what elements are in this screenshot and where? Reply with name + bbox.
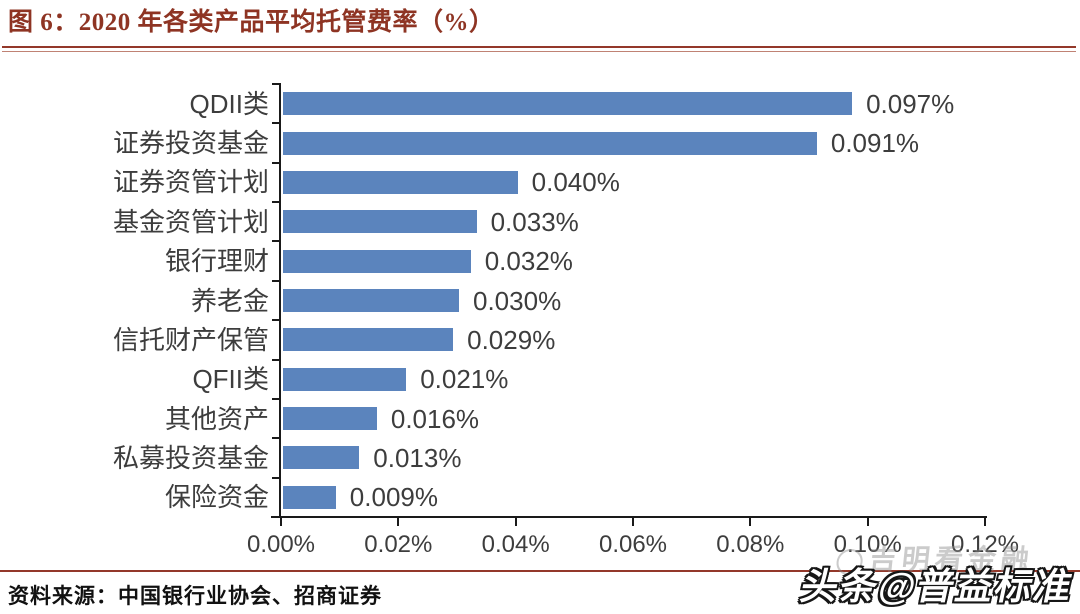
category-label: 信托财产保管 xyxy=(112,324,269,355)
bar xyxy=(283,367,407,391)
y-axis-tick xyxy=(272,279,281,282)
y-axis-tick xyxy=(272,161,281,164)
category-label: 证券投资基金 xyxy=(112,128,269,159)
value-label: 0.040% xyxy=(531,167,620,198)
category-label: 保险资金 xyxy=(164,482,269,513)
bar xyxy=(283,249,471,273)
bar xyxy=(283,289,459,312)
x-axis-tick xyxy=(514,517,517,526)
bar xyxy=(283,92,853,116)
bar xyxy=(283,485,336,509)
value-label: 0.013% xyxy=(373,442,462,473)
watermark-front: 头条@普益标准 xyxy=(796,566,1078,607)
y-axis-tick xyxy=(272,476,281,479)
category-label: 银行理财 xyxy=(164,246,269,277)
y-axis-tick xyxy=(272,358,281,361)
y-axis-tick xyxy=(272,319,281,322)
category-label: 其他资产 xyxy=(164,403,269,434)
x-axis-tick-label: 0.00% xyxy=(246,531,316,558)
x-axis-tick xyxy=(749,517,752,526)
x-axis-tick xyxy=(866,517,869,526)
bar xyxy=(283,328,454,352)
x-axis-tick xyxy=(984,517,986,526)
source-note: 资料来源：中国银行业协会、招商证券 xyxy=(8,585,382,608)
y-axis-tick xyxy=(272,437,281,440)
x-axis-tick-label: 0.12% xyxy=(950,531,1020,558)
value-label: 0.097% xyxy=(866,88,955,119)
value-label: 0.009% xyxy=(349,482,438,513)
x-axis-tick xyxy=(397,517,400,526)
bar xyxy=(283,170,518,194)
y-axis-tick xyxy=(272,122,281,125)
y-axis-tick xyxy=(272,516,281,518)
x-axis-tick-label: 0.08% xyxy=(716,531,785,558)
value-label: 0.029% xyxy=(467,324,556,355)
x-axis-tick-label: 0.10% xyxy=(833,531,902,558)
value-label: 0.033% xyxy=(490,206,579,237)
title-divider-rule xyxy=(2,46,1076,52)
x-axis-tick xyxy=(280,517,282,526)
value-label: 0.032% xyxy=(484,246,573,277)
bar xyxy=(283,131,817,155)
category-label: QFII类 xyxy=(192,364,269,395)
y-axis-tick xyxy=(272,201,281,204)
x-axis-line xyxy=(271,516,987,518)
category-label: 私募投资基金 xyxy=(112,442,269,473)
x-axis-tick xyxy=(632,517,634,526)
y-axis-tick xyxy=(272,83,281,85)
category-label: 证券资管计划 xyxy=(112,167,269,198)
bar xyxy=(283,446,360,470)
value-label: 0.016% xyxy=(390,403,480,434)
y-axis-line xyxy=(279,84,281,518)
bar xyxy=(283,210,477,234)
footer-divider-rule xyxy=(0,570,1080,572)
x-axis-tick-label: 0.06% xyxy=(598,531,668,558)
y-axis-tick xyxy=(272,397,281,400)
x-axis-tick-label: 0.04% xyxy=(481,531,550,558)
value-label: 0.030% xyxy=(473,285,562,316)
value-label: 0.091% xyxy=(830,128,920,159)
plot-area: 0.097% 0.091% 0.040% 0.033% 0.032% 0.030% 0.02… xyxy=(247,83,1019,558)
y-axis-tick xyxy=(272,240,281,243)
figure-title: 图 6：2020 年各类产品平均托管费率（%） xyxy=(8,9,495,36)
category-label: QDII类 xyxy=(189,88,269,119)
category-label: 养老金 xyxy=(190,285,269,316)
category-label: 基金资管计划 xyxy=(112,206,269,237)
x-axis-tick-label: 0.02% xyxy=(364,531,433,558)
value-label: 0.021% xyxy=(420,364,509,395)
bar xyxy=(283,407,377,431)
